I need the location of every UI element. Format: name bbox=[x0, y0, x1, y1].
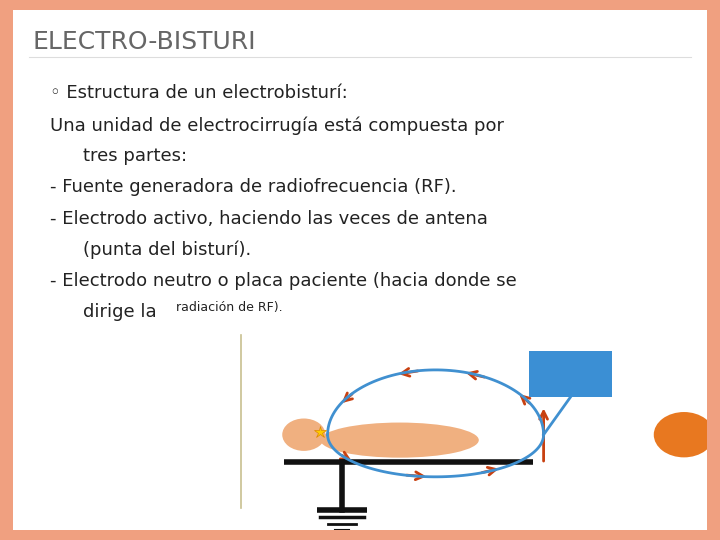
Bar bbox=[0, 0, 720, 10]
Bar bbox=[0, 530, 720, 540]
Bar bbox=[529, 351, 612, 397]
Text: Una unidad de electrocirrugía está compuesta por: Una unidad de electrocirrugía está compu… bbox=[50, 116, 505, 134]
Text: tres partes:: tres partes: bbox=[83, 147, 187, 165]
Text: ELECTRO-BISTURI: ELECTRO-BISTURI bbox=[32, 30, 256, 53]
Text: - Electrodo neutro o placa paciente (hacia donde se: - Electrodo neutro o placa paciente (hac… bbox=[50, 272, 517, 290]
Text: - Fuente generadora de radiofrecuencia (RF).: - Fuente generadora de radiofrecuencia (… bbox=[50, 178, 457, 196]
Text: - Electrodo activo, haciendo las veces de antena: - Electrodo activo, haciendo las veces d… bbox=[50, 210, 488, 227]
Circle shape bbox=[654, 412, 714, 457]
Text: dirige la: dirige la bbox=[83, 303, 162, 321]
Bar bbox=[0, 0, 13, 540]
Ellipse shape bbox=[320, 422, 479, 457]
Bar bbox=[707, 0, 720, 540]
Text: radiación de RF).: radiación de RF). bbox=[176, 301, 283, 314]
Text: (punta del bisturí).: (punta del bisturí). bbox=[83, 241, 251, 259]
Circle shape bbox=[282, 418, 325, 451]
Text: ◦ Estructura de un electrobisturí:: ◦ Estructura de un electrobisturí: bbox=[50, 84, 348, 102]
